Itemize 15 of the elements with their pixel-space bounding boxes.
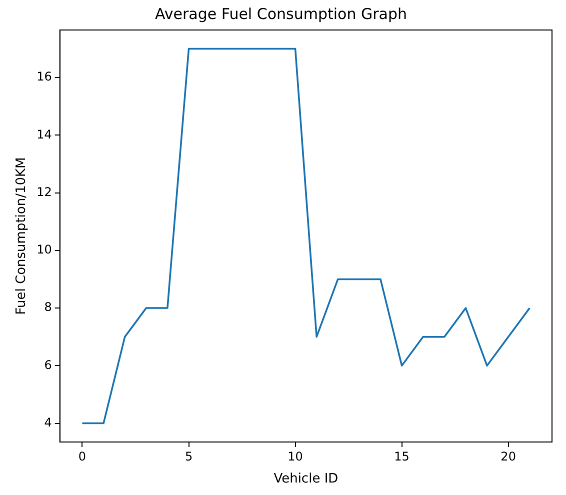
x-tick-label: 20 — [500, 449, 516, 464]
x-tick-label: 5 — [184, 449, 193, 464]
y-tick-label: 4 — [44, 415, 52, 430]
y-axis-title: Fuel Consumption/10KM — [14, 157, 30, 315]
y-tick-label: 10 — [36, 242, 52, 257]
chart-title: Average Fuel Consumption Graph — [155, 4, 407, 23]
x-tick-label: 15 — [394, 449, 410, 464]
y-tick-label: 14 — [36, 127, 52, 142]
y-tick-label: 8 — [44, 300, 52, 314]
y-tick-label: 16 — [36, 70, 52, 84]
x-axis-title: Vehicle ID — [274, 472, 338, 487]
x-tick-label: 10 — [288, 449, 303, 464]
x-tick-label: 0 — [78, 449, 86, 464]
y-tick-label: 6 — [44, 358, 52, 372]
y-tick-label: 12 — [36, 184, 52, 199]
